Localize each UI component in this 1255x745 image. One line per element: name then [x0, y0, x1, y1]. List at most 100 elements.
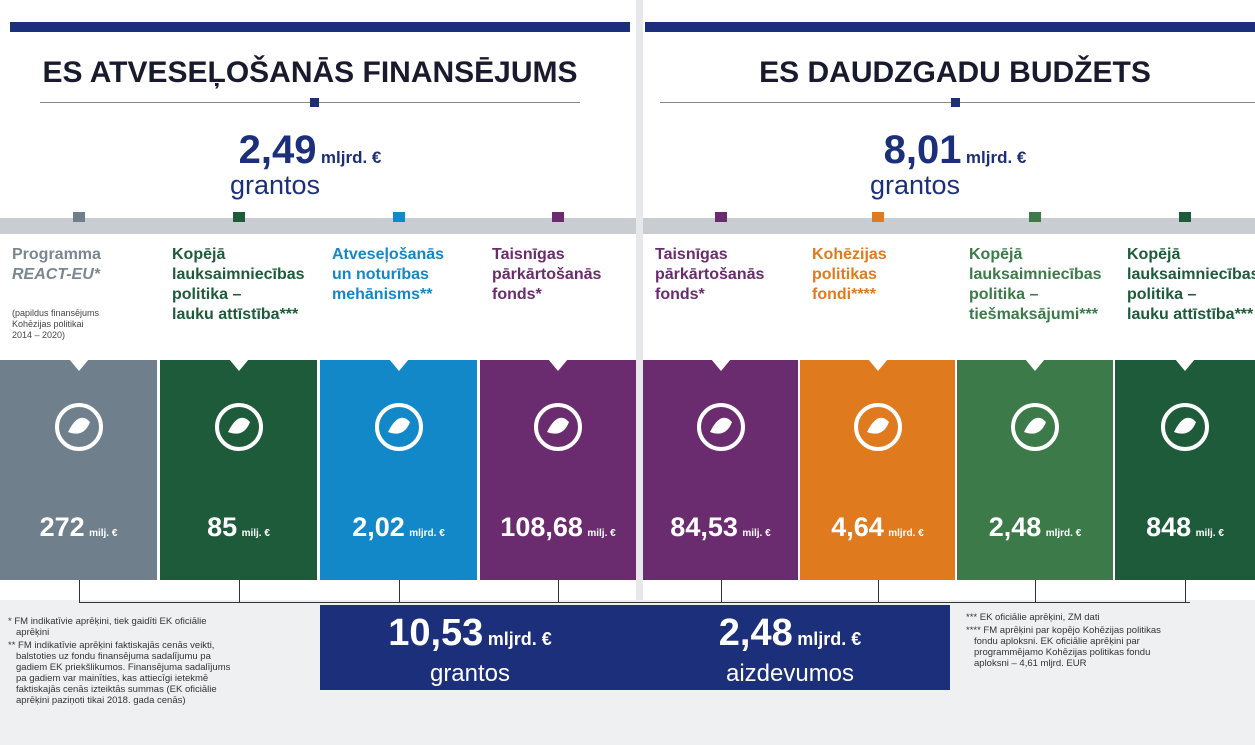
- connector: [238, 580, 240, 603]
- unit: mljrd. €: [888, 528, 924, 539]
- column-panel: [480, 360, 636, 580]
- band-marker: [871, 212, 884, 222]
- column-title: lauksaimniecības: [969, 266, 1102, 283]
- column-amount: 84,53 milj. €: [643, 512, 798, 543]
- unit: milj. €: [587, 528, 616, 539]
- connector: [78, 580, 80, 603]
- connector: [398, 580, 400, 603]
- amount: 2,48: [718, 612, 793, 654]
- column-amount: 848 milj. €: [1115, 512, 1255, 543]
- pointer: [388, 359, 409, 371]
- pointer: [710, 359, 731, 371]
- column-note: Kohēzijas politikai: [12, 319, 84, 329]
- amount: 8,01: [883, 128, 962, 172]
- icon: [696, 403, 745, 451]
- band-marker: [1029, 212, 1041, 222]
- amount: 108,68: [500, 512, 583, 542]
- column-title: politika –: [172, 286, 242, 303]
- footnote: faktiskajās cenās izteiktās summas (EK o…: [16, 684, 217, 695]
- pointer: [1025, 359, 1045, 371]
- band-marker: [392, 212, 405, 222]
- connector: [1035, 580, 1036, 603]
- column-note: (papildus finansējums: [12, 308, 100, 318]
- footnote: aploksni – 4,61 mljrd. EUR: [974, 658, 1087, 669]
- column-panel: [1115, 360, 1255, 580]
- band: [643, 218, 1255, 234]
- icon: [54, 403, 103, 451]
- column-title: politika –: [969, 286, 1039, 303]
- column-title: Kopējā: [172, 246, 226, 263]
- column-title: REACT-EU*: [12, 266, 101, 283]
- column-panel: [320, 360, 477, 580]
- column-title: mehānisms**: [332, 286, 433, 303]
- column-title: lauku attīstība***: [172, 306, 299, 323]
- column-title: fonds*: [655, 286, 705, 303]
- top-bar: [10, 22, 630, 32]
- top-bar: [645, 22, 1255, 32]
- column-note: 2014 – 2020): [12, 330, 66, 340]
- footnote: fondu aploksni. EK oficiālie aprēķini pa…: [974, 636, 1140, 647]
- band-marker: [552, 212, 564, 222]
- column-amount: 108,68 milj. €: [480, 512, 636, 543]
- footnote: gadiem EK priekšlikumos. Finansējuma sad…: [16, 662, 231, 673]
- amount: 848: [1146, 512, 1192, 542]
- column-title: fonds*: [492, 286, 542, 303]
- pointer: [867, 359, 888, 371]
- connector: [558, 580, 559, 603]
- amount: 2,48: [988, 512, 1042, 542]
- band-marker: [1179, 212, 1191, 222]
- footnote: *** EK oficiālie aprēķini, ZM dati: [966, 612, 1100, 623]
- divider: [636, 0, 643, 600]
- headline-label: grantos: [229, 170, 321, 200]
- column-title: Kopējā: [1127, 246, 1181, 263]
- headline-amount: 2,49 mljrd. €: [110, 128, 510, 173]
- column-title: politikas: [812, 266, 877, 283]
- unit: milj. €: [742, 528, 771, 539]
- column-title: Programma: [12, 246, 101, 263]
- connector: [1185, 580, 1186, 603]
- pointer: [228, 359, 249, 371]
- column-amount: 85 milj. €: [160, 512, 317, 543]
- amount: 4,64: [831, 512, 884, 542]
- column-title: politika –: [1127, 286, 1197, 303]
- total-label: aizdevumos: [725, 660, 855, 687]
- marker: [951, 98, 960, 107]
- icon: [534, 403, 582, 451]
- icon: [853, 403, 902, 451]
- column-title: tiešmaksājumi***: [969, 306, 1098, 323]
- amount: 272: [39, 512, 85, 542]
- column-panel: [0, 360, 157, 580]
- icon: [374, 403, 423, 451]
- column-amount: 2,48 mljrd. €: [957, 512, 1113, 543]
- column-title: un noturības: [332, 266, 429, 283]
- amount: 2,49: [238, 128, 317, 172]
- column-title: Kohēzijas: [812, 246, 887, 263]
- total-amount: 2,48 mljrd. €: [660, 612, 920, 655]
- marker: [310, 98, 319, 107]
- column-amount: 2,02 mljrd. €: [320, 512, 477, 543]
- pointer: [548, 359, 568, 371]
- unit: mljrd. €: [487, 629, 552, 649]
- amount: 84,53: [670, 512, 738, 542]
- footnote: balstoties uz fondu finansējuma sadalīju…: [16, 651, 211, 662]
- column-title: lauku attīstība***: [1127, 306, 1254, 323]
- section-title: ES DAUDZGADU BUDŽETS: [759, 56, 1151, 89]
- connector: [80, 602, 1190, 603]
- icon: [214, 403, 263, 451]
- footnote: programmējamo Kohēzijas politikas fondu: [974, 647, 1151, 658]
- column-title: lauksaimniecības: [1127, 266, 1255, 283]
- footnote: * FM indikatīvie aprēķini, tiek gaidīti …: [8, 616, 207, 627]
- unit: mljrd. €: [1045, 528, 1082, 539]
- column-title: Taisnīgas: [655, 246, 728, 263]
- unit: milj. €: [89, 528, 118, 539]
- column-panel: [643, 360, 798, 580]
- icon: [1011, 403, 1059, 451]
- unit: mljrd. €: [965, 148, 1027, 167]
- total-label: grantos: [429, 660, 511, 687]
- amount: 10,53: [388, 612, 484, 654]
- column-panel: [160, 360, 317, 580]
- column-amount: 4,64 mljrd. €: [800, 512, 955, 543]
- unit: milj. €: [241, 528, 270, 539]
- connector: [720, 580, 722, 603]
